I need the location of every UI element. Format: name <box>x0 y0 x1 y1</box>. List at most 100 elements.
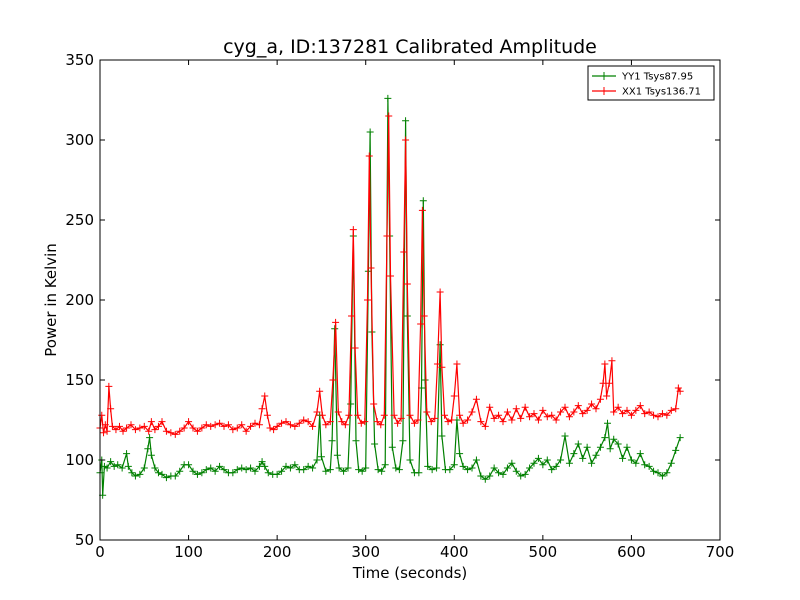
data-point <box>295 419 303 427</box>
data-point <box>202 421 210 429</box>
data-point <box>140 464 148 472</box>
data-point <box>229 426 237 434</box>
data-point <box>415 469 423 477</box>
data-point <box>338 418 346 426</box>
legend-marker <box>600 72 608 80</box>
data-point <box>361 418 369 426</box>
data-point <box>406 456 414 464</box>
data-point <box>147 418 155 426</box>
y-tick-label: 300 <box>65 131 94 149</box>
data-point <box>352 437 360 445</box>
data-point <box>334 408 342 416</box>
data-point <box>632 459 640 467</box>
data-point <box>193 470 201 478</box>
data-point <box>636 450 644 458</box>
data-point <box>596 443 604 451</box>
data-point <box>570 408 578 416</box>
data-point <box>658 410 666 418</box>
data-point <box>171 430 179 438</box>
x-tick-label: 300 <box>351 543 380 561</box>
data-point <box>238 464 246 472</box>
data-point <box>495 469 503 477</box>
data-point <box>136 470 144 478</box>
data-point <box>362 464 370 472</box>
data-point <box>317 453 325 461</box>
data-point <box>114 461 122 469</box>
plot-area <box>96 59 721 541</box>
data-point <box>490 464 498 472</box>
y-axis: 50 100 150 200 250 300 350 <box>65 51 720 549</box>
data-point <box>499 418 507 426</box>
data-point <box>385 112 393 120</box>
data-point <box>663 411 671 419</box>
data-point <box>233 466 241 474</box>
data-point <box>588 400 596 408</box>
data-point <box>229 469 237 477</box>
data-point <box>446 466 454 474</box>
data-point <box>103 464 111 472</box>
data-point <box>486 472 494 480</box>
data-point <box>472 395 480 403</box>
y-tick-label: 100 <box>65 451 94 469</box>
y-tick-label: 250 <box>65 211 94 229</box>
data-point <box>220 422 228 430</box>
data-point <box>263 411 271 419</box>
data-point <box>419 197 427 205</box>
data-point <box>512 467 520 475</box>
x-tick-label: 600 <box>617 543 646 561</box>
data-point <box>588 459 596 467</box>
legend-label: XX1 Tsys136.71 <box>622 87 701 98</box>
data-point <box>123 450 131 458</box>
data-point <box>266 424 274 432</box>
data-point <box>367 264 375 272</box>
data-point <box>583 406 591 414</box>
data-point <box>450 461 458 469</box>
data-point <box>282 418 290 426</box>
data-point <box>397 414 405 422</box>
data-point <box>539 406 547 414</box>
data-point <box>605 379 613 387</box>
data-point <box>552 416 560 424</box>
data-point <box>521 403 529 411</box>
data-point <box>211 467 219 475</box>
data-point <box>216 462 224 470</box>
data-point <box>477 472 485 480</box>
legend: YY1 Tsys87.95 XX1 Tsys136.71 <box>587 65 715 101</box>
data-point <box>286 421 294 429</box>
data-point <box>392 464 400 472</box>
x-tick-label: 700 <box>706 543 735 561</box>
data-point <box>495 411 503 419</box>
data-point <box>151 464 159 472</box>
data-point <box>592 451 600 459</box>
data-point <box>399 437 407 445</box>
data-point <box>543 413 551 421</box>
data-point <box>278 467 286 475</box>
data-point <box>273 422 281 430</box>
data-point <box>378 467 386 475</box>
data-point <box>381 461 389 469</box>
data-point <box>383 232 391 240</box>
data-point <box>144 445 152 453</box>
data-point <box>619 454 627 462</box>
data-point <box>508 416 516 424</box>
data-point <box>333 451 341 459</box>
data-point <box>400 248 408 256</box>
y-tick-label: 50 <box>75 531 94 549</box>
data-point <box>557 408 565 416</box>
data-point <box>667 406 675 414</box>
data-point <box>348 312 356 320</box>
data-point <box>543 456 551 464</box>
data-point <box>468 408 476 416</box>
legend-label: YY1 Tsys87.95 <box>621 72 693 83</box>
data-point <box>355 466 363 474</box>
data-point <box>601 360 609 368</box>
data-point <box>403 280 411 288</box>
data-point <box>658 472 666 480</box>
data-point <box>672 446 680 454</box>
data-point <box>351 344 359 352</box>
data-point <box>667 459 675 467</box>
x-tick-label: 500 <box>529 543 558 561</box>
data-point <box>309 422 317 430</box>
data-point <box>357 419 365 427</box>
